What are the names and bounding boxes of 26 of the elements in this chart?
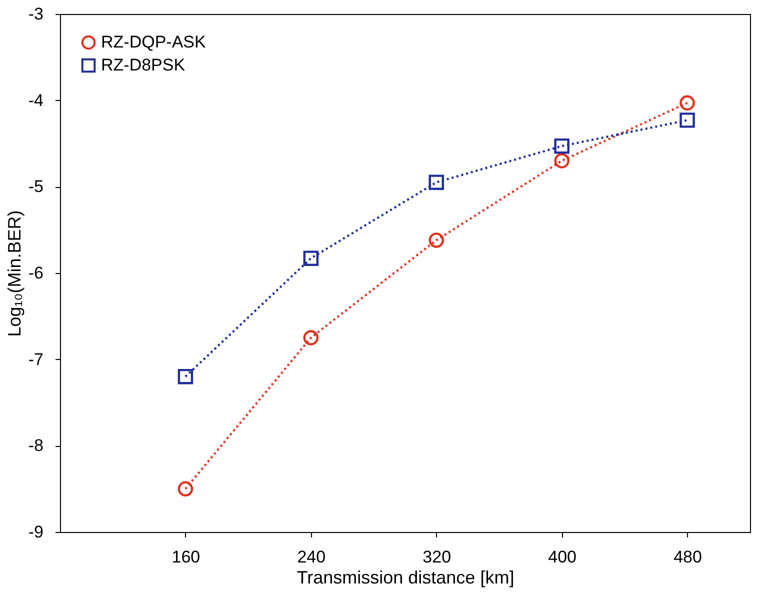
point bbox=[428, 232, 444, 248]
y-tick-label: -4 bbox=[28, 90, 44, 110]
legend-label: RZ-D8PSK bbox=[101, 56, 186, 74]
point bbox=[178, 368, 194, 384]
x-tick-label: 320 bbox=[422, 548, 452, 566]
y-tick-label: -5 bbox=[28, 177, 44, 196]
x-tick-label: 480 bbox=[674, 548, 702, 566]
point bbox=[554, 153, 570, 168]
point bbox=[680, 112, 695, 128]
y-tick-label: -9 bbox=[28, 522, 44, 542]
point bbox=[680, 95, 695, 111]
y-tick-label: -6 bbox=[28, 264, 44, 282]
y-tick-label: -3 bbox=[28, 4, 44, 24]
y-tick-label: -8 bbox=[28, 436, 44, 456]
x-tick-label: 400 bbox=[548, 548, 577, 566]
point bbox=[303, 250, 319, 266]
y-tick-label: -7 bbox=[28, 350, 44, 369]
point bbox=[428, 174, 444, 190]
x-tick-label: 240 bbox=[297, 548, 326, 566]
x-axis-title: Transmission distance [km] bbox=[296, 568, 514, 588]
legend-label: RZ-DQP-ASK bbox=[101, 32, 206, 52]
point bbox=[178, 481, 194, 496]
point bbox=[303, 330, 319, 346]
x-tick-label: 160 bbox=[172, 548, 200, 566]
y-axis-title: Log₁₀(Min.BER) bbox=[4, 210, 24, 337]
point bbox=[554, 138, 570, 154]
